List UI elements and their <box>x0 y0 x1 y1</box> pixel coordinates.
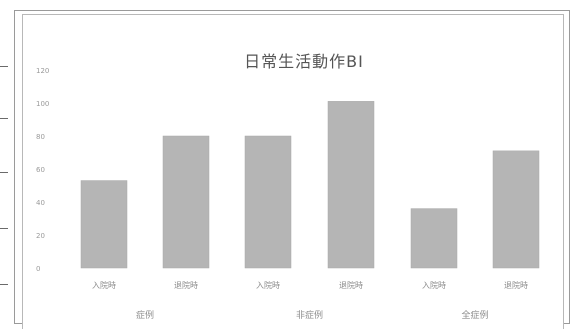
bar <box>492 150 540 269</box>
sheet-row-divider <box>0 228 8 229</box>
sheet-row-divider <box>0 66 8 67</box>
y-tick-label: 100 <box>36 100 49 108</box>
y-tick-label: 0 <box>36 265 40 273</box>
bar <box>410 208 458 269</box>
sheet-row-divider <box>0 172 8 173</box>
x-category-label: 入院時 <box>256 280 280 290</box>
bar <box>80 180 128 269</box>
x-category-label: 退院時 <box>174 280 198 290</box>
y-tick-label: 120 <box>36 67 49 75</box>
sheet-row-divider <box>0 284 8 285</box>
y-tick-label: 40 <box>36 199 45 207</box>
bar <box>244 135 292 269</box>
x-group-label: 非症例 <box>296 309 323 321</box>
y-tick-label: 60 <box>36 166 45 174</box>
x-group-label: 全症例 <box>461 309 488 321</box>
x-category-label: 退院時 <box>504 280 528 290</box>
bar <box>162 135 210 269</box>
x-category-label: 退院時 <box>339 280 363 290</box>
y-tick-label: 20 <box>36 232 45 240</box>
plot-area-border <box>22 14 564 329</box>
x-category-label: 入院時 <box>92 280 116 290</box>
x-category-label: 入院時 <box>422 280 446 290</box>
x-group-label: 症例 <box>136 309 154 321</box>
sheet-row-divider <box>0 118 8 119</box>
chart-title: 日常生活動作BI <box>244 52 364 71</box>
bar <box>327 101 375 269</box>
y-tick-label: 80 <box>36 133 45 141</box>
